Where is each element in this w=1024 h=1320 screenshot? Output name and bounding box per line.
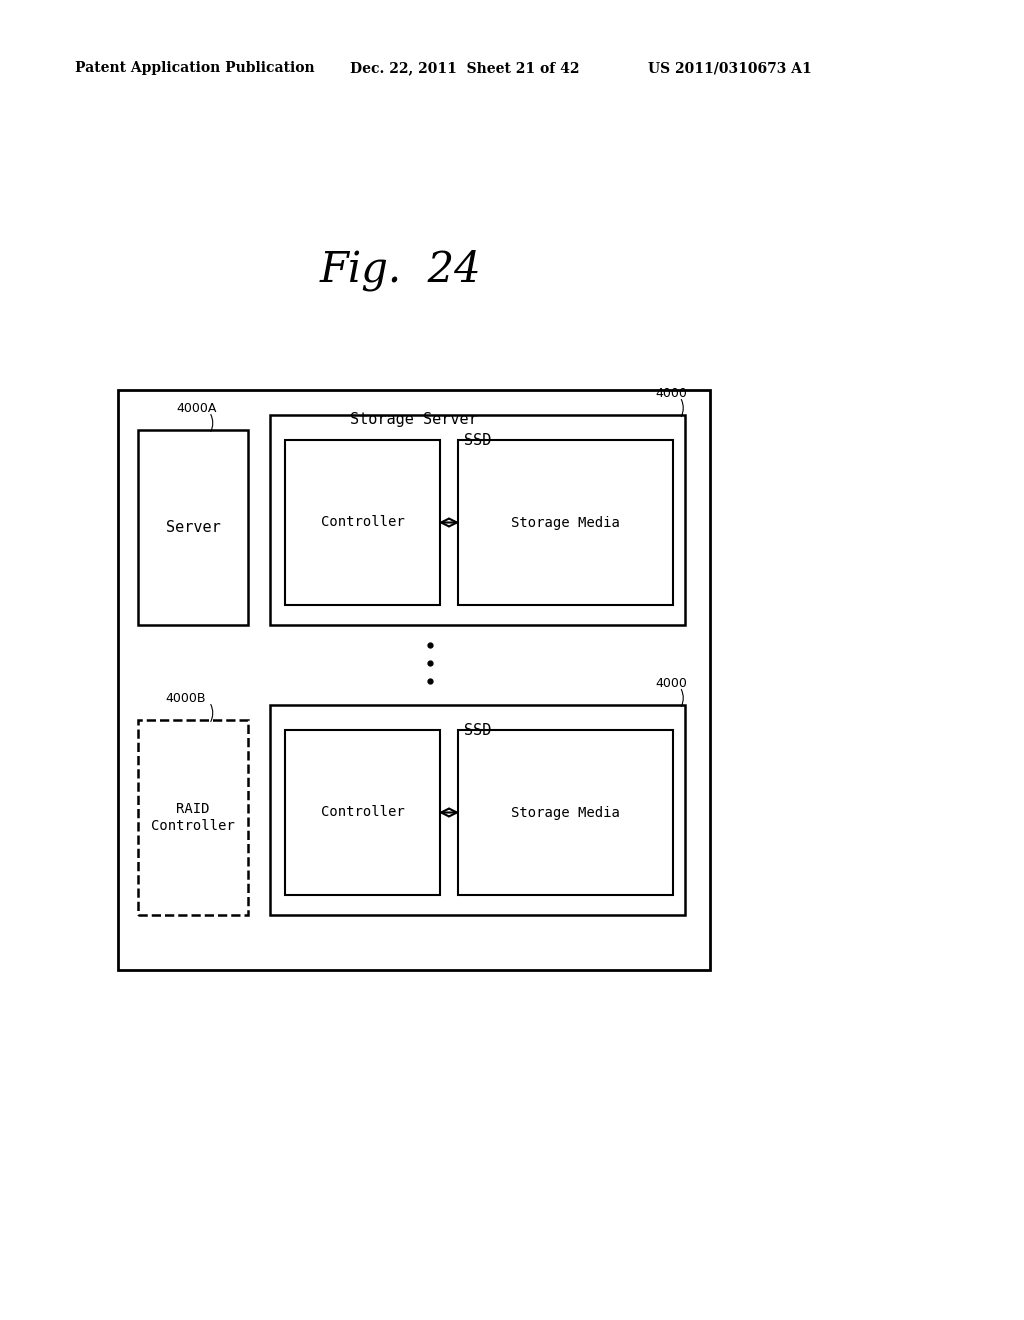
Bar — [458, 440, 673, 605]
Bar — [270, 414, 685, 624]
Bar — [138, 719, 248, 915]
Text: 4000B: 4000B — [166, 692, 206, 705]
Text: Storage Media: Storage Media — [511, 516, 620, 529]
Text: 4000: 4000 — [655, 677, 687, 690]
Text: SSD: SSD — [464, 433, 492, 447]
Text: 4000: 4000 — [655, 387, 687, 400]
Text: 4000A: 4000A — [176, 403, 217, 414]
Text: Storage Media: Storage Media — [511, 805, 620, 820]
Bar — [458, 730, 673, 895]
Text: SSD: SSD — [464, 723, 492, 738]
Text: Storage Server: Storage Server — [350, 412, 478, 426]
Text: Server: Server — [166, 520, 220, 535]
Bar — [270, 705, 685, 915]
Text: Controller: Controller — [321, 805, 404, 820]
Bar — [138, 430, 248, 624]
Bar — [118, 389, 710, 970]
Text: US 2011/0310673 A1: US 2011/0310673 A1 — [648, 61, 812, 75]
Bar — [285, 730, 440, 895]
Text: Dec. 22, 2011  Sheet 21 of 42: Dec. 22, 2011 Sheet 21 of 42 — [350, 61, 580, 75]
Text: Patent Application Publication: Patent Application Publication — [75, 61, 314, 75]
Text: RAID
Controller: RAID Controller — [152, 803, 234, 833]
Text: Fig.  24: Fig. 24 — [319, 249, 481, 290]
Text: Controller: Controller — [321, 516, 404, 529]
Bar — [285, 440, 440, 605]
